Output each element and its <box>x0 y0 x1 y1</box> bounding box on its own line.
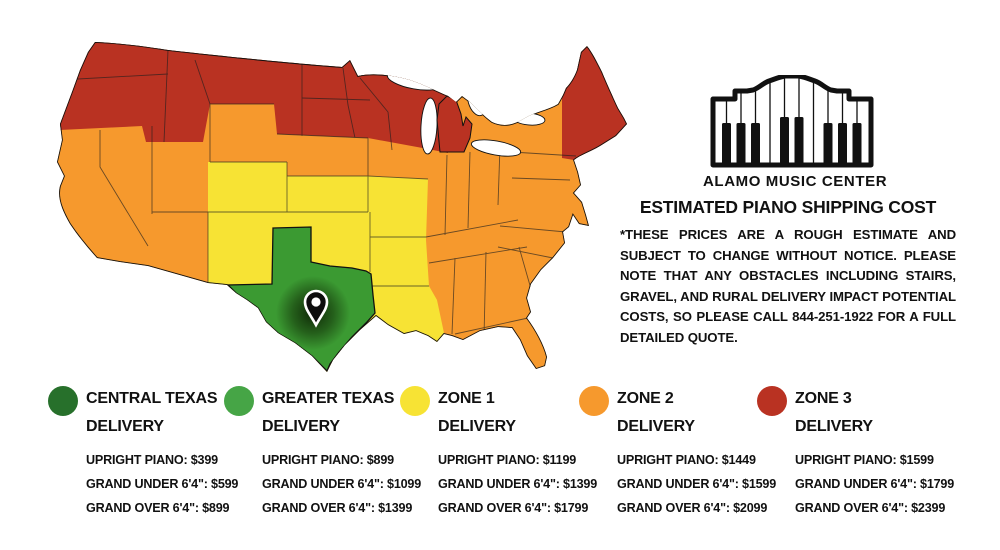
location-pin-icon <box>303 289 329 328</box>
alamo-music-center-logo: ALAMO MUSIC CENTER <box>703 75 888 190</box>
info-title: ESTIMATED PIANO SHIPPING COST <box>639 197 937 217</box>
alamo-piano-logo-icon <box>710 75 874 168</box>
legend-item-central-texas: CENTRAL TEXAS DELIVERY UPRIGHT PIANO: $3… <box>48 385 254 520</box>
legend-item-zone-2: ZONE 2 DELIVERY UPRIGHT PIANO: $1449 GRA… <box>579 385 785 520</box>
price-upright: UPRIGHT PIANO: $1199 <box>438 453 577 467</box>
michigan-region <box>436 95 473 153</box>
price-grand-over: GRAND OVER 6'4": $899 <box>86 501 230 515</box>
legend-item-greater-texas: GREATER TEXAS DELIVERY UPRIGHT PIANO: $8… <box>224 385 430 520</box>
legend-title: ZONE 1 <box>438 390 495 407</box>
price-upright: UPRIGHT PIANO: $1449 <box>617 453 756 467</box>
price-upright: UPRIGHT PIANO: $1599 <box>795 453 934 467</box>
legend-title: GREATER TEXAS <box>262 390 395 407</box>
price-grand-over: GRAND OVER 6'4": $1399 <box>262 501 413 515</box>
logo-wordmark: ALAMO MUSIC CENTER <box>703 173 888 190</box>
legend-item-zone-1: ZONE 1 DELIVERY UPRIGHT PIANO: $1199 GRA… <box>400 385 606 520</box>
shipping-info: ESTIMATED PIANO SHIPPING COST *THESE PRI… <box>620 197 956 348</box>
legend-title: ZONE 2 <box>617 390 674 407</box>
greater-texas-swatch-icon <box>224 386 254 416</box>
price-grand-over: GRAND OVER 6'4": $1799 <box>438 501 589 515</box>
legend-subtitle: DELIVERY <box>86 418 164 435</box>
legend-title: ZONE 3 <box>795 390 852 407</box>
price-grand-under: GRAND UNDER 6'4": $1099 <box>262 477 422 491</box>
legend-title: CENTRAL TEXAS <box>86 390 218 407</box>
lake-michigan <box>420 97 438 155</box>
price-grand-under: GRAND UNDER 6'4": $1399 <box>438 477 598 491</box>
zone3-newengland-region <box>562 44 627 160</box>
zone-2-swatch-icon <box>579 386 609 416</box>
price-upright: UPRIGHT PIANO: $399 <box>86 453 218 467</box>
info-disclaimer: *THESE PRICES ARE A ROUGH ESTIMATE AND S… <box>620 227 956 345</box>
price-grand-over: GRAND OVER 6'4": $2099 <box>617 501 768 515</box>
price-grand-over: GRAND OVER 6'4": $2399 <box>795 501 946 515</box>
price-grand-under: GRAND UNDER 6'4": $599 <box>86 477 239 491</box>
zone-1-swatch-icon <box>400 386 430 416</box>
zone-3-swatch-icon <box>757 386 787 416</box>
lake-erie <box>470 139 522 157</box>
price-grand-under: GRAND UNDER 6'4": $1599 <box>617 477 777 491</box>
legend-subtitle: DELIVERY <box>795 418 873 435</box>
state-borders <box>59 49 577 338</box>
legend-subtitle: DELIVERY <box>262 418 340 435</box>
legend-subtitle: DELIVERY <box>617 418 695 435</box>
price-grand-under: GRAND UNDER 6'4": $1799 <box>795 477 955 491</box>
central-texas-swatch-icon <box>48 386 78 416</box>
legend-subtitle: DELIVERY <box>438 418 516 435</box>
price-upright: UPRIGHT PIANO: $899 <box>262 453 394 467</box>
legend-item-zone-3: ZONE 3 DELIVERY UPRIGHT PIANO: $1599 GRA… <box>757 385 963 520</box>
